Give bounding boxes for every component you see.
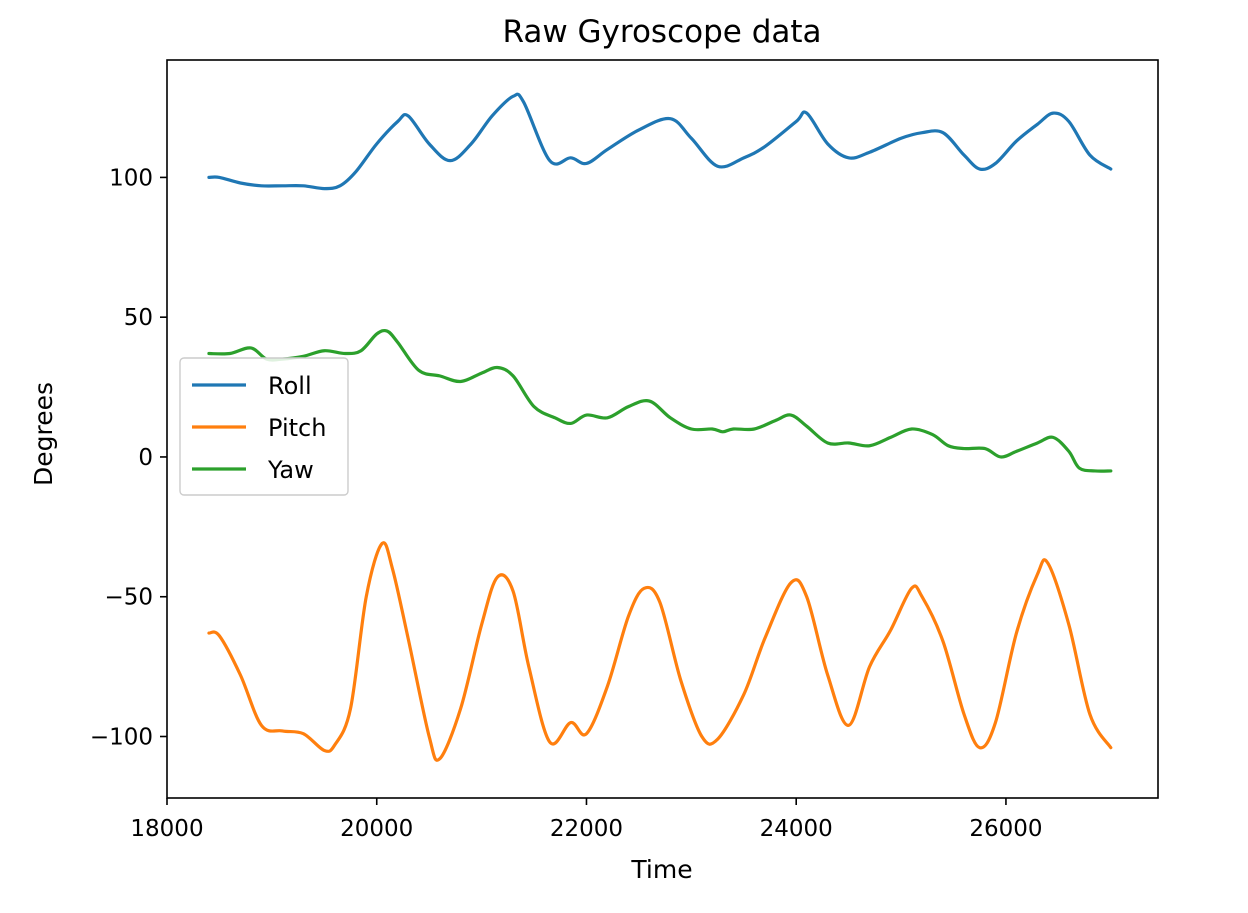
y-tick-label: 50 xyxy=(124,305,153,331)
y-axis-label: Degrees xyxy=(29,382,58,486)
legend-label-roll: Roll xyxy=(268,372,312,400)
plot-frame xyxy=(166,59,1159,799)
series-line-roll xyxy=(207,92,1113,191)
x-tick-label: 22000 xyxy=(550,816,623,842)
x-axis: 18000 20000 22000 24000 26000 xyxy=(130,798,1043,842)
x-tick-label: 20000 xyxy=(340,816,413,842)
x-axis-label: Time xyxy=(630,855,692,884)
legend-label-yaw: Yaw xyxy=(267,456,314,484)
series-line-pitch xyxy=(207,541,1113,762)
x-tick-label: 18000 xyxy=(130,816,203,842)
legend-label-pitch: Pitch xyxy=(268,414,326,442)
y-axis: 100 50 0 −50 −100 xyxy=(90,165,167,751)
y-tick-label: −100 xyxy=(90,725,153,751)
y-tick-label: 0 xyxy=(138,445,153,471)
x-tick-label: 26000 xyxy=(969,816,1042,842)
x-tick-label: 24000 xyxy=(760,816,833,842)
y-tick-label: −50 xyxy=(104,585,153,611)
series-layer xyxy=(207,92,1113,762)
legend-box xyxy=(179,357,349,496)
legend: Roll Pitch Yaw xyxy=(179,357,349,496)
y-tick-label: 100 xyxy=(109,165,153,191)
series-line-yaw xyxy=(207,328,1113,473)
chart-title: Raw Gyroscope data xyxy=(502,14,821,50)
